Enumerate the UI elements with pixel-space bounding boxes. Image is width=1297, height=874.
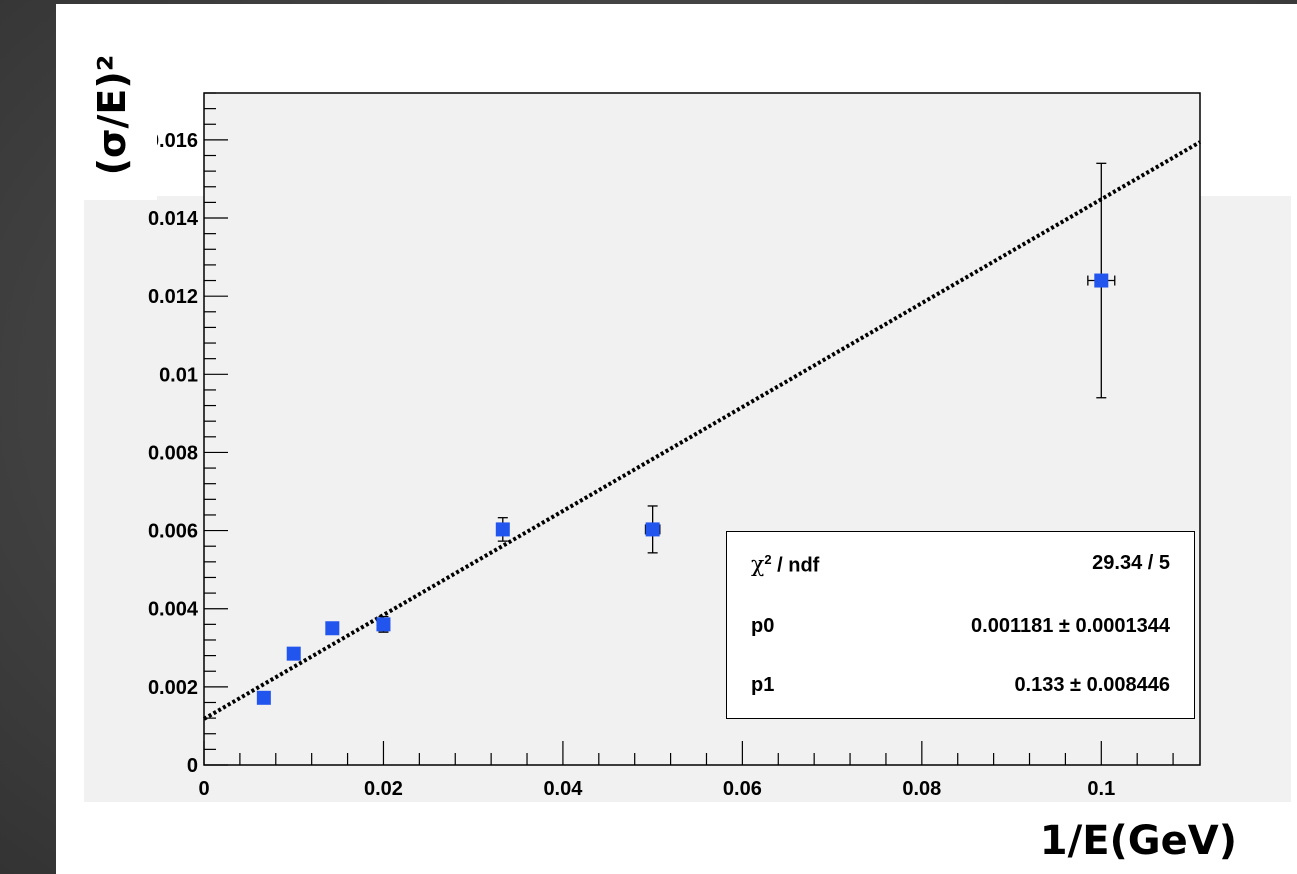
x-tick-label: 0.06	[723, 778, 762, 800]
x-tick-label: 0.02	[364, 778, 403, 800]
stat-name-p1: p1	[751, 674, 775, 696]
y-axis-label-panel: (σ/E)²	[67, 30, 157, 200]
y-axis-label: (σ/E)²	[90, 54, 134, 176]
data-point	[645, 522, 660, 537]
y-tick-label: 0.014	[148, 208, 199, 230]
stat-value-p1: 0.133 ± 0.008446	[1014, 674, 1170, 696]
stat-name-chi2: χ2 / ndf	[751, 552, 819, 578]
y-tick-label: 0.006	[148, 521, 198, 543]
data-point	[495, 522, 510, 537]
y-tick-label: 0.008	[148, 442, 198, 464]
x-tick-label: 0.08	[902, 778, 941, 800]
y-tick-label: 0.004	[148, 599, 199, 621]
chi-superscript: 2	[764, 552, 772, 567]
stat-value-chi2: 29.34 / 5	[1092, 552, 1170, 574]
fit-line	[202, 140, 1202, 721]
stat-row-p1: p1 0.133 ± 0.008446	[727, 674, 1194, 704]
y-tick-label: 0.012	[148, 286, 198, 308]
stat-row-p0: p0 0.001181 ± 0.0001344	[727, 615, 1194, 645]
y-tick-label: 0.002	[148, 677, 198, 699]
x-axis-label: 1/E(GeV)	[1039, 818, 1237, 864]
point-layer	[256, 162, 1116, 705]
y-tick-label: 0	[187, 755, 198, 777]
data-point	[1094, 273, 1109, 288]
data-point	[376, 617, 391, 632]
data-point	[256, 690, 271, 705]
axis-layer: 0 0.002 0.004 0.006 0.008 0.01 0.012 0.014 0.016…	[148, 92, 1174, 800]
stat-row-chi2: χ2 / ndf 29.34 / 5	[727, 552, 1194, 582]
data-point	[286, 646, 301, 661]
x-tick-label: 0.1	[1087, 778, 1115, 800]
x-tick-label: 0	[198, 778, 209, 800]
stat-name-p0: p0	[751, 615, 775, 637]
stat-name-chi2-rest: / ndf	[771, 554, 820, 577]
fit-layer	[202, 140, 1202, 721]
data-point	[325, 621, 340, 636]
stat-value-p0: 0.001181 ± 0.0001344	[971, 615, 1170, 637]
y-tick-label: 0.016	[148, 130, 198, 152]
x-tick-label: 0.04	[543, 778, 583, 800]
chi-symbol: χ	[751, 552, 765, 578]
fit-stats-box: χ2 / ndf 29.34 / 5 p0 0.001181 ± 0.00013…	[726, 531, 1195, 719]
y-tick-label: 0.01	[159, 364, 198, 386]
